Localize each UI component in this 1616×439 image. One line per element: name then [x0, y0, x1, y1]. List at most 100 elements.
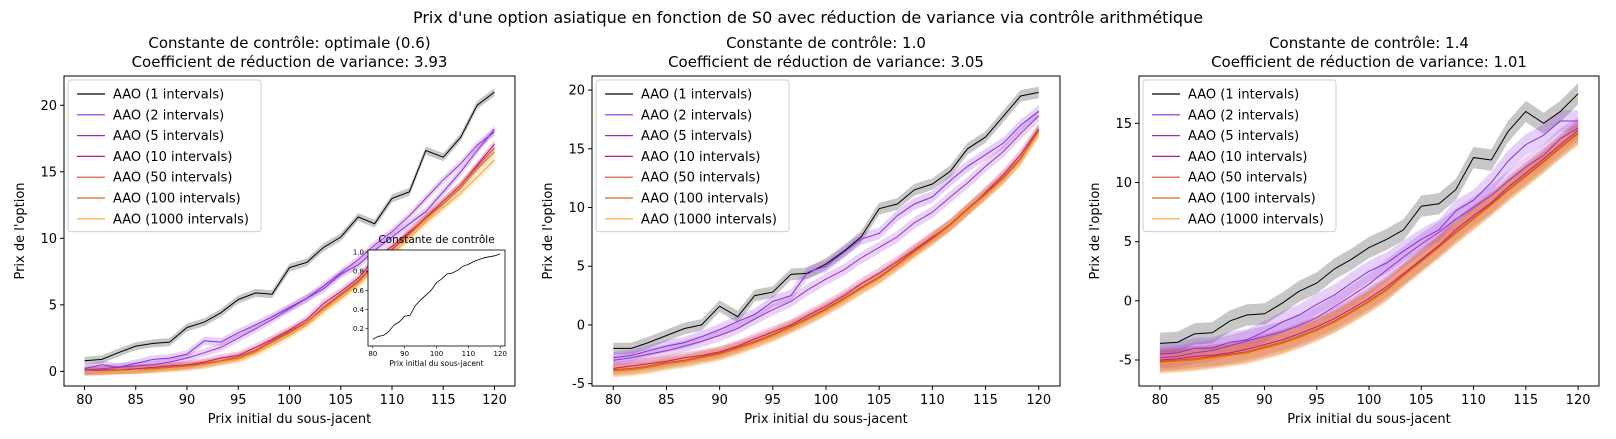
inset-y-tick-label: 0.6	[353, 287, 365, 295]
legend-entry-3: AAO (5 intervals)	[1188, 129, 1299, 144]
legend-entry-5: AAO (50 intervals)	[641, 171, 760, 186]
legend-entry-3: AAO (5 intervals)	[113, 129, 224, 144]
series-line-7	[613, 132, 1040, 373]
x-axis-label: Prix initial du sous-jacent	[208, 412, 371, 427]
chart-title-line1: Constante de contrôle: 1.0	[726, 34, 926, 52]
series-line-1	[84, 91, 495, 362]
inset-frame	[367, 249, 506, 347]
y-tick-label: 20	[40, 99, 57, 114]
legend-entry-6: AAO (100 intervals)	[1188, 192, 1316, 207]
inset-chart: Constante de contrôle 80 90 100 110 120 0.2 0.4…	[353, 234, 507, 368]
legend-entry-1: AAO (1 intervals)	[641, 88, 752, 103]
chart-1: Constante de contrôle: optimale (0.6)Coe…	[13, 34, 516, 427]
inset-y-tick-label: 0.8	[353, 268, 364, 276]
legend-entry-4: AAO (10 intervals)	[641, 150, 760, 165]
inset-x-tick-label: 110	[462, 350, 475, 358]
x-tick-label: 110	[1461, 393, 1486, 408]
series-line-4	[1159, 130, 1579, 361]
x-tick-label: 105	[328, 393, 353, 408]
y-tick-label: 10	[568, 201, 585, 216]
y-tick-label: 15	[40, 165, 57, 180]
legend-entry-5: AAO (50 intervals)	[1188, 171, 1307, 186]
plot-area	[1159, 83, 1579, 375]
y-tick-label: 0	[577, 318, 585, 333]
y-tick-label: 20	[568, 84, 585, 99]
legend-entry-7: AAO (1000 intervals)	[641, 212, 777, 227]
x-axis-label: Prix initial du sous-jacent	[744, 412, 907, 427]
legend-entry-6: AAO (100 intervals)	[641, 192, 769, 207]
series-line-6	[1159, 133, 1579, 363]
series-line-5	[1159, 132, 1579, 362]
y-tick-label: 0	[1124, 294, 1132, 309]
series-line-2	[1159, 120, 1579, 355]
y-tick-label: 5	[1124, 235, 1132, 250]
charts-container: Constante de contrôle: optimale (0.6)Coe…	[13, 34, 1600, 427]
x-tick-label: 80	[605, 393, 622, 408]
legend: AAO (1 intervals) AAO (2 intervals) AAO (5…	[67, 79, 262, 233]
x-tick-label: 115	[431, 393, 456, 408]
x-tick-label: 90	[711, 393, 728, 408]
confidence-band-4	[1159, 119, 1579, 371]
x-tick-label: 85	[658, 393, 675, 408]
inset-y-tick-label: 0.2	[353, 325, 364, 333]
inset-x-tick-label: 90	[400, 350, 409, 358]
series-line-7	[84, 159, 495, 372]
y-tick-label: 0	[49, 365, 57, 380]
series-line-7	[1159, 134, 1579, 364]
y-tick-label: 10	[1115, 176, 1132, 191]
x-tick-label: 95	[765, 393, 782, 408]
series-line-3	[84, 131, 495, 371]
y-axis-label: Prix de l'option	[1088, 182, 1103, 279]
chart-title-line1: Constante de contrôle: 1.4	[1269, 34, 1469, 52]
x-tick-label: 100	[1357, 393, 1382, 408]
plot-area	[613, 86, 1040, 378]
series-line-1	[1159, 93, 1579, 344]
y-tick-label: -5	[572, 377, 585, 392]
legend-box	[67, 79, 262, 233]
plot-area	[84, 88, 495, 376]
inset-x-tick-label: 80	[368, 350, 377, 358]
series-line-6	[84, 151, 495, 372]
x-tick-label: 110	[380, 393, 405, 408]
x-tick-label: 100	[277, 393, 302, 408]
x-tick-label: 105	[1409, 393, 1434, 408]
chart-title-line2: Coefficient de réduction de variance: 3.…	[132, 53, 448, 71]
confidence-band-2	[1159, 110, 1579, 365]
y-axis-label: Prix de l'option	[13, 182, 28, 279]
x-axis-label: Prix initial du sous-jacent	[1287, 412, 1450, 427]
series-line-2	[84, 128, 495, 370]
chart-title-line2: Coefficient de réduction de variance: 3.…	[668, 53, 984, 71]
legend-box	[1142, 79, 1337, 233]
confidence-band-4	[84, 139, 495, 376]
confidence-band-5	[84, 143, 495, 376]
x-tick-label: 110	[920, 393, 945, 408]
y-tick-label: 10	[40, 232, 57, 247]
legend-entry-6: AAO (100 intervals)	[113, 192, 241, 207]
y-tick-label: 15	[1115, 117, 1132, 132]
x-tick-label: 120	[482, 393, 507, 408]
x-tick-label: 120	[1566, 393, 1591, 408]
legend-entry-2: AAO (2 intervals)	[1188, 108, 1299, 123]
legend-entry-1: AAO (1 intervals)	[113, 88, 224, 103]
x-tick-label: 90	[179, 393, 196, 408]
chart-title-line1: Constante de contrôle: optimale (0.6)	[148, 34, 430, 52]
series-line-6	[613, 130, 1040, 372]
legend-entry-2: AAO (2 intervals)	[113, 108, 224, 123]
confidence-band-1	[1159, 83, 1579, 355]
series-line-3	[613, 115, 1040, 361]
x-tick-label: 105	[867, 393, 892, 408]
legend-entry-2: AAO (2 intervals)	[641, 108, 752, 123]
inset-x-tick-label: 100	[430, 350, 443, 358]
series-line-3	[1159, 127, 1579, 359]
inset-y-tick-label: 0.4	[353, 306, 365, 314]
inset-x-tick-label: 120	[494, 350, 507, 358]
inset-title: Constante de contrôle	[378, 234, 494, 246]
y-tick-label: -5	[1119, 353, 1132, 368]
y-tick-label: 15	[568, 142, 585, 157]
x-tick-label: 115	[973, 393, 998, 408]
y-tick-label: 5	[49, 298, 57, 313]
x-tick-label: 80	[76, 393, 93, 408]
legend-entry-1: AAO (1 intervals)	[1188, 88, 1299, 103]
